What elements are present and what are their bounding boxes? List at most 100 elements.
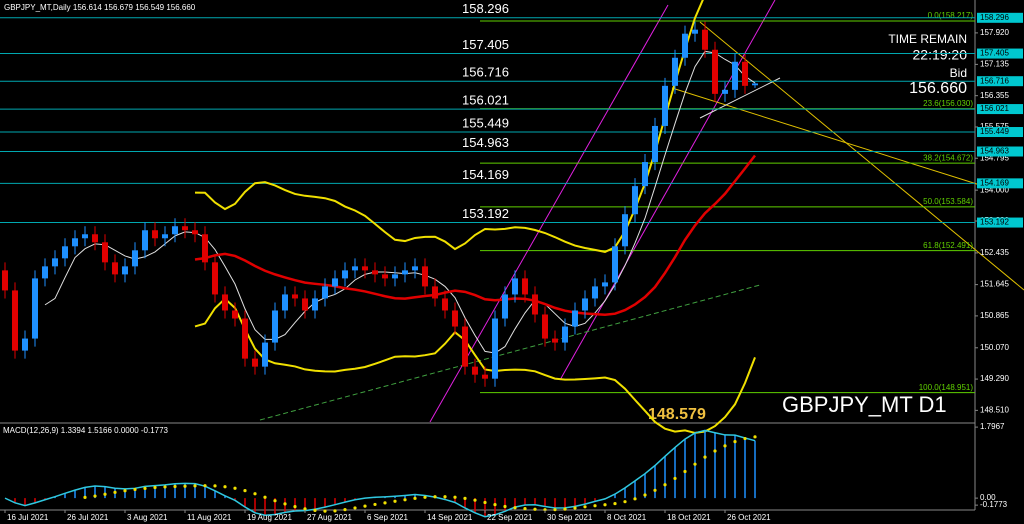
fib-label: 50.0(153.584) [923,197,973,206]
time-remain: 22:19:20 [913,47,968,63]
level-label: 153.192 [462,206,509,221]
candle-body [682,33,688,58]
macd-signal-dot [713,449,717,453]
candle-body [592,286,598,299]
x-tick-label: 22 Sep 2021 [487,513,533,522]
candle-body [182,226,188,231]
ma-20 [194,154,756,316]
macd-signal-dot [743,436,747,441]
macd-signal-dot [183,484,187,488]
candle-body [422,266,428,287]
y-tick-label: 156.355 [980,91,1009,100]
macd-signal-dot [403,498,407,502]
candle-body [642,162,648,187]
macd-signal-dot [513,506,517,510]
macd-signal-dot [573,506,577,510]
trend-line [699,21,1024,291]
macd-signal-dot [683,469,687,474]
x-tick-label: 8 Oct 2021 [607,513,647,522]
bollinger-lower [194,297,756,434]
level-tag-label: 158.296 [980,13,1009,22]
x-tick-label: 26 Jul 2021 [67,513,109,522]
macd-signal-dot [423,495,427,499]
x-tick-label: 16 Jul 2021 [7,513,49,522]
fib-label: 23.6(156.030) [923,99,973,108]
candle-body [122,266,128,275]
chart-header: GBPJPY_MT,Daily 156.614 156.679 156.549 … [4,3,196,12]
candle-body [22,338,28,351]
macd-signal-dot [613,501,617,506]
candle-body [192,230,198,235]
macd-line [4,429,756,518]
level-label: 154.169 [462,167,509,182]
candle-body [352,266,358,271]
macd-signal-dot [383,501,387,505]
macd-signal-dot [643,493,647,497]
macd-signal-dot [653,488,657,492]
macd-signal-dot [553,508,557,512]
macd-signal-dot [563,507,567,511]
macd-signal-dot [433,495,437,499]
macd-signal-dot [243,489,247,493]
y-tick-label: 149.290 [980,374,1009,383]
macd-signal-dot [153,485,157,490]
macd-signal-dot [333,509,337,513]
ma-fast [44,50,756,354]
candle-body [462,326,468,367]
candle-body [572,310,578,327]
macd-signal-dot [283,502,287,506]
candle-body [552,338,558,343]
macd-signal-dot [163,485,167,489]
bid-label: Bid [950,66,967,80]
candle-body [82,234,88,239]
candle-body [512,278,518,295]
macd-signal-dot [523,507,527,511]
y-tick-label: 154.795 [980,153,1009,162]
level-tag-label: 154.169 [980,178,1009,187]
candle-body [382,274,388,279]
level-label: 156.716 [462,65,509,80]
macd-signal-dot [503,504,507,509]
fib-label: 0.0(158.217) [928,11,974,20]
macd-signal-dot [323,509,327,513]
trend-line [699,77,781,119]
candle-body [212,262,218,295]
candle-body [432,286,438,299]
price-callout: 148.579 [648,406,706,423]
candle-body [652,125,658,163]
candle-body [152,230,158,239]
level-tag [977,127,1023,138]
macd-tick-label: -0.1773 [980,500,1008,509]
macd-signal-dot [253,492,257,496]
candle-body [502,294,508,319]
candle-body [302,298,308,311]
candle-body [202,234,208,263]
candle-body [562,326,568,343]
candle-body [602,282,608,287]
macd-title: MACD(12,26,9) 1.3394 1.5166 0.0000 -0.17… [3,426,169,435]
level-tag [977,104,1023,115]
candle-body [132,250,138,267]
macd-signal-dot [353,506,357,510]
bid: 156.660 [909,80,967,97]
macd-signal-dot [223,485,227,489]
macd-signal-dot [173,484,177,489]
macd-signal-dot [723,444,727,448]
macd-signal-dot [533,507,537,511]
candle-body [162,234,168,239]
candle-body [72,238,78,247]
macd-signal-dot [293,505,297,509]
macd-signal-dot [493,503,497,507]
macd-signal-dot [583,505,587,509]
fib-label: 38.2(154.672) [923,153,973,162]
candle-body [332,278,338,287]
macd-signal-dot [623,500,627,504]
x-tick-label: 27 Aug 2021 [307,513,352,522]
macd-signal-dot [393,499,397,503]
level-tag-label: 154.963 [980,147,1009,156]
candle-body [372,270,378,275]
level-tag [977,48,1023,59]
macd-signal-dot [603,503,607,507]
